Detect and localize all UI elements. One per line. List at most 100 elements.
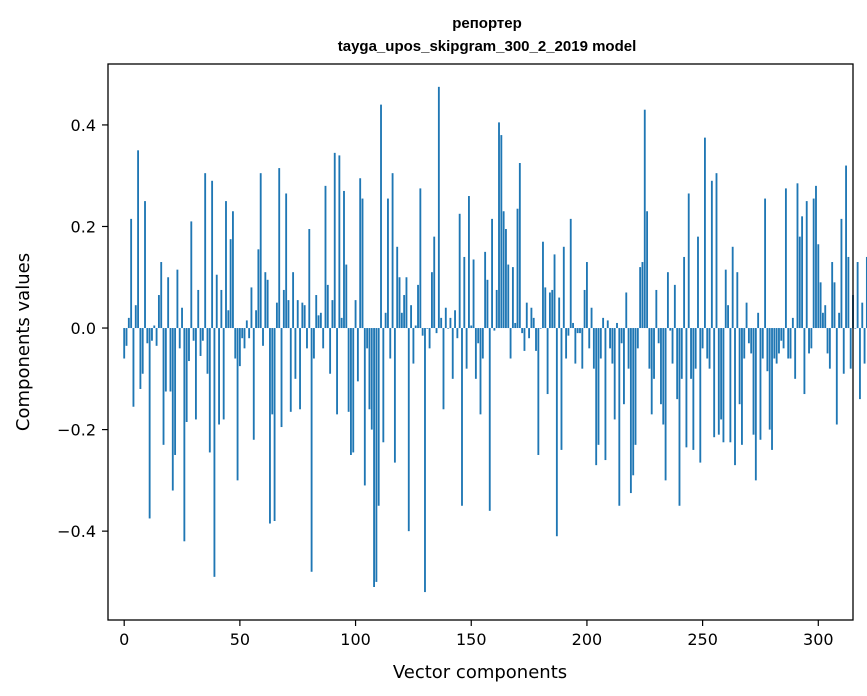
bar	[359, 178, 362, 329]
bar	[683, 256, 686, 329]
bar	[137, 150, 139, 329]
y-axis-label: Components values	[13, 253, 34, 431]
bar	[842, 328, 845, 374]
bar	[164, 328, 167, 392]
bar	[588, 328, 591, 349]
bar	[213, 328, 216, 577]
bar	[123, 328, 126, 359]
bar	[238, 328, 241, 367]
bar	[194, 328, 197, 420]
bar	[333, 152, 336, 329]
bar	[461, 328, 463, 506]
bar	[310, 328, 313, 572]
bar	[350, 328, 352, 455]
bar	[775, 328, 778, 364]
bar	[845, 165, 847, 329]
bar	[463, 256, 466, 329]
bar	[451, 328, 454, 379]
bar	[488, 328, 491, 511]
bar	[828, 328, 831, 369]
bar	[338, 155, 341, 329]
bar	[407, 328, 410, 532]
x-tick-label: 0	[119, 630, 129, 649]
bar	[382, 328, 385, 443]
bar	[236, 328, 239, 481]
bar	[574, 328, 577, 364]
bar	[710, 180, 713, 329]
bar	[849, 328, 852, 369]
bar	[391, 173, 394, 329]
bar	[380, 104, 382, 329]
bar	[285, 193, 288, 329]
bar	[366, 328, 369, 349]
bar	[687, 193, 690, 329]
bar	[817, 244, 820, 329]
bar	[315, 295, 318, 329]
bar	[185, 328, 188, 422]
bar	[493, 328, 496, 331]
bar	[616, 322, 618, 329]
bar	[197, 289, 200, 329]
bar	[127, 317, 130, 329]
bar	[269, 328, 271, 524]
bar	[410, 305, 413, 329]
bar	[472, 259, 475, 329]
bar	[347, 328, 350, 412]
bar	[586, 262, 588, 329]
x-axis-label: Vector components	[393, 662, 567, 683]
bar	[331, 300, 334, 329]
bar	[641, 262, 644, 329]
bar	[375, 328, 378, 582]
bar	[208, 328, 211, 453]
bar	[713, 328, 716, 438]
bar	[639, 267, 642, 329]
bar	[784, 188, 787, 329]
bar	[134, 305, 137, 329]
bar	[699, 328, 702, 463]
bar	[768, 328, 771, 430]
bar	[486, 279, 489, 329]
bar	[597, 328, 600, 445]
bar	[757, 312, 760, 329]
bar	[569, 218, 572, 329]
bar	[627, 328, 630, 369]
bar	[354, 300, 357, 329]
bar	[470, 325, 473, 329]
bar	[299, 328, 301, 410]
bar	[162, 328, 165, 445]
bar	[747, 328, 750, 344]
bar	[720, 328, 723, 420]
bar	[176, 269, 179, 329]
bar	[433, 236, 436, 329]
bar	[525, 302, 528, 329]
bar	[384, 312, 387, 329]
bar	[178, 328, 181, 349]
bar	[498, 122, 500, 329]
y-tick-label: −0.2	[57, 421, 96, 440]
bar	[326, 284, 329, 329]
bar	[701, 328, 704, 349]
bar	[861, 302, 864, 329]
bar	[157, 295, 160, 329]
bars	[123, 86, 867, 593]
bar	[754, 328, 757, 481]
bar	[854, 328, 857, 329]
bar	[301, 302, 304, 329]
bar	[826, 328, 829, 354]
bar	[803, 328, 806, 395]
bar	[308, 229, 311, 329]
bar	[389, 328, 392, 359]
x-tick-label: 150	[456, 630, 487, 649]
bar	[190, 221, 193, 329]
bar	[831, 262, 834, 329]
bar	[539, 328, 542, 329]
bar	[678, 328, 681, 506]
bar	[169, 328, 172, 392]
bar	[632, 328, 635, 476]
bar	[428, 328, 431, 349]
bar	[514, 322, 517, 329]
bar	[215, 274, 218, 329]
bar	[421, 328, 424, 336]
bar	[280, 328, 283, 428]
